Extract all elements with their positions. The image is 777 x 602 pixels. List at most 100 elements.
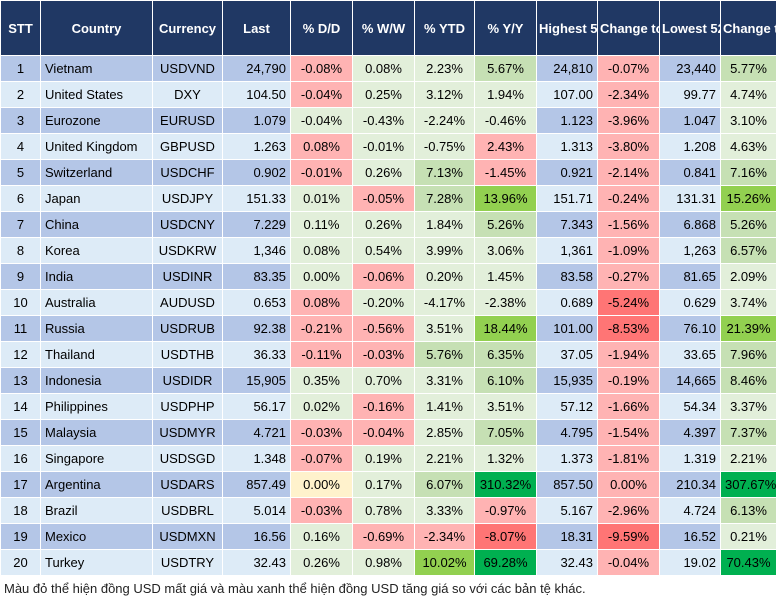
cell-last: 857.49	[222, 471, 291, 498]
table-row: 12 Thailand USDTHB 36.33 -0.11% -0.03% 5.76% 6.…	[0, 341, 777, 368]
cell-change-h52w: -5.24%	[597, 289, 660, 316]
cell-high52w: 107.00	[536, 81, 598, 108]
footnote: Màu đỏ thể hiện đồng USD mất giá và màu …	[4, 581, 586, 596]
cell-low52w: 16.52	[659, 523, 721, 550]
table-row: 19 Mexico USDMXN 16.56 0.16% -0.69% -2.34% -8.0…	[0, 523, 777, 550]
cell-stt: 18	[0, 497, 41, 524]
table-row: 17 Argentina USDARS 857.49 0.00% 0.17% 6.07% 31…	[0, 471, 777, 498]
cell-high52w: 37.05	[536, 341, 598, 368]
cell-change-l52w: 7.37%	[720, 419, 777, 446]
cell-ww: -0.03%	[352, 341, 415, 368]
cell-ww: -0.56%	[352, 315, 415, 342]
cell-high52w: 0.689	[536, 289, 598, 316]
cell-low52w: 131.31	[659, 185, 721, 212]
cell-country: Thailand	[40, 341, 153, 368]
header-high52w: Highest 52W	[536, 0, 598, 56]
cell-ytd: 1.84%	[414, 211, 475, 238]
cell-country: Mexico	[40, 523, 153, 550]
cell-yy: 3.06%	[474, 237, 537, 264]
table-row: 5 Switzerland USDCHF 0.902 -0.01% 0.26% 7.13% -…	[0, 159, 777, 186]
cell-country: Philippines	[40, 393, 153, 420]
cell-change-l52w: 0.21%	[720, 523, 777, 550]
cell-last: 92.38	[222, 315, 291, 342]
cell-change-l52w: 5.77%	[720, 55, 777, 82]
cell-dd: -0.07%	[290, 445, 353, 472]
table-row: 4 United Kingdom GBPUSD 1.263 0.08% -0.01% -0.…	[0, 133, 777, 160]
cell-low52w: 33.65	[659, 341, 721, 368]
cell-currency: USDKRW	[152, 237, 223, 264]
cell-currency: USDTRY	[152, 549, 223, 576]
header-change-h52w: Change to H52W	[597, 0, 660, 56]
cell-ytd: 5.76%	[414, 341, 475, 368]
header-ytd: % YTD	[414, 0, 475, 56]
cell-stt: 5	[0, 159, 41, 186]
cell-dd: -0.08%	[290, 55, 353, 82]
cell-high52w: 1.373	[536, 445, 598, 472]
cell-change-h52w: -1.81%	[597, 445, 660, 472]
cell-dd: 0.08%	[290, 289, 353, 316]
cell-stt: 4	[0, 133, 41, 160]
cell-change-h52w: -0.07%	[597, 55, 660, 82]
cell-country: Russia	[40, 315, 153, 342]
cell-currency: USDSGD	[152, 445, 223, 472]
cell-currency: USDPHP	[152, 393, 223, 420]
cell-ww: -0.06%	[352, 263, 415, 290]
cell-last: 0.653	[222, 289, 291, 316]
cell-high52w: 24,810	[536, 55, 598, 82]
cell-ww: 0.78%	[352, 497, 415, 524]
cell-ytd: 2.21%	[414, 445, 475, 472]
cell-dd: 0.26%	[290, 549, 353, 576]
cell-currency: USDIDR	[152, 367, 223, 394]
cell-change-l52w: 5.26%	[720, 211, 777, 238]
cell-currency: USDMXN	[152, 523, 223, 550]
cell-high52w: 4.795	[536, 419, 598, 446]
table-row: 8 Korea USDKRW 1,346 0.08% 0.54% 3.99% 3.06% 1,3…	[0, 237, 777, 264]
cell-currency: USDVND	[152, 55, 223, 82]
cell-change-h52w: 0.00%	[597, 471, 660, 498]
cell-low52w: 19.02	[659, 549, 721, 576]
cell-last: 1.079	[222, 107, 291, 134]
header-last: Last	[222, 0, 291, 56]
cell-change-h52w: -3.96%	[597, 107, 660, 134]
cell-change-l52w: 7.96%	[720, 341, 777, 368]
header-yy: % Y/Y	[474, 0, 537, 56]
cell-ytd: -4.17%	[414, 289, 475, 316]
cell-stt: 10	[0, 289, 41, 316]
cell-country: Malaysia	[40, 419, 153, 446]
cell-country: China	[40, 211, 153, 238]
cell-dd: -0.11%	[290, 341, 353, 368]
cell-change-h52w: -0.19%	[597, 367, 660, 394]
cell-low52w: 210.34	[659, 471, 721, 498]
cell-ww: -0.01%	[352, 133, 415, 160]
cell-low52w: 54.34	[659, 393, 721, 420]
cell-dd: -0.01%	[290, 159, 353, 186]
cell-country: Turkey	[40, 549, 153, 576]
cell-stt: 2	[0, 81, 41, 108]
cell-ww: 0.26%	[352, 159, 415, 186]
cell-ytd: 3.31%	[414, 367, 475, 394]
cell-ww: 0.19%	[352, 445, 415, 472]
table-row: 3 Eurozone EURUSD 1.079 -0.04% -0.43% -2.24% -0…	[0, 107, 777, 134]
cell-last: 7.229	[222, 211, 291, 238]
cell-ytd: 10.02%	[414, 549, 475, 576]
header-currency: Currency	[152, 0, 223, 56]
cell-high52w: 857.50	[536, 471, 598, 498]
cell-yy: -1.45%	[474, 159, 537, 186]
cell-last: 4.721	[222, 419, 291, 446]
cell-currency: USDBRL	[152, 497, 223, 524]
header-stt: STT	[0, 0, 41, 56]
cell-currency: GBPUSD	[152, 133, 223, 160]
cell-high52w: 7.343	[536, 211, 598, 238]
cell-last: 32.43	[222, 549, 291, 576]
cell-ytd: 0.20%	[414, 263, 475, 290]
table-row: 6 Japan USDJPY 151.33 0.01% -0.05% 7.28% 13.96%…	[0, 185, 777, 212]
table-row: 2 United States DXY 104.50 -0.04% 0.25% 3.12% 1…	[0, 81, 777, 108]
cell-high52w: 1.313	[536, 133, 598, 160]
cell-low52w: 1.319	[659, 445, 721, 472]
cell-currency: USDINR	[152, 263, 223, 290]
cell-yy: 3.51%	[474, 393, 537, 420]
cell-yy: 7.05%	[474, 419, 537, 446]
cell-stt: 7	[0, 211, 41, 238]
cell-high52w: 0.921	[536, 159, 598, 186]
cell-yy: 1.45%	[474, 263, 537, 290]
